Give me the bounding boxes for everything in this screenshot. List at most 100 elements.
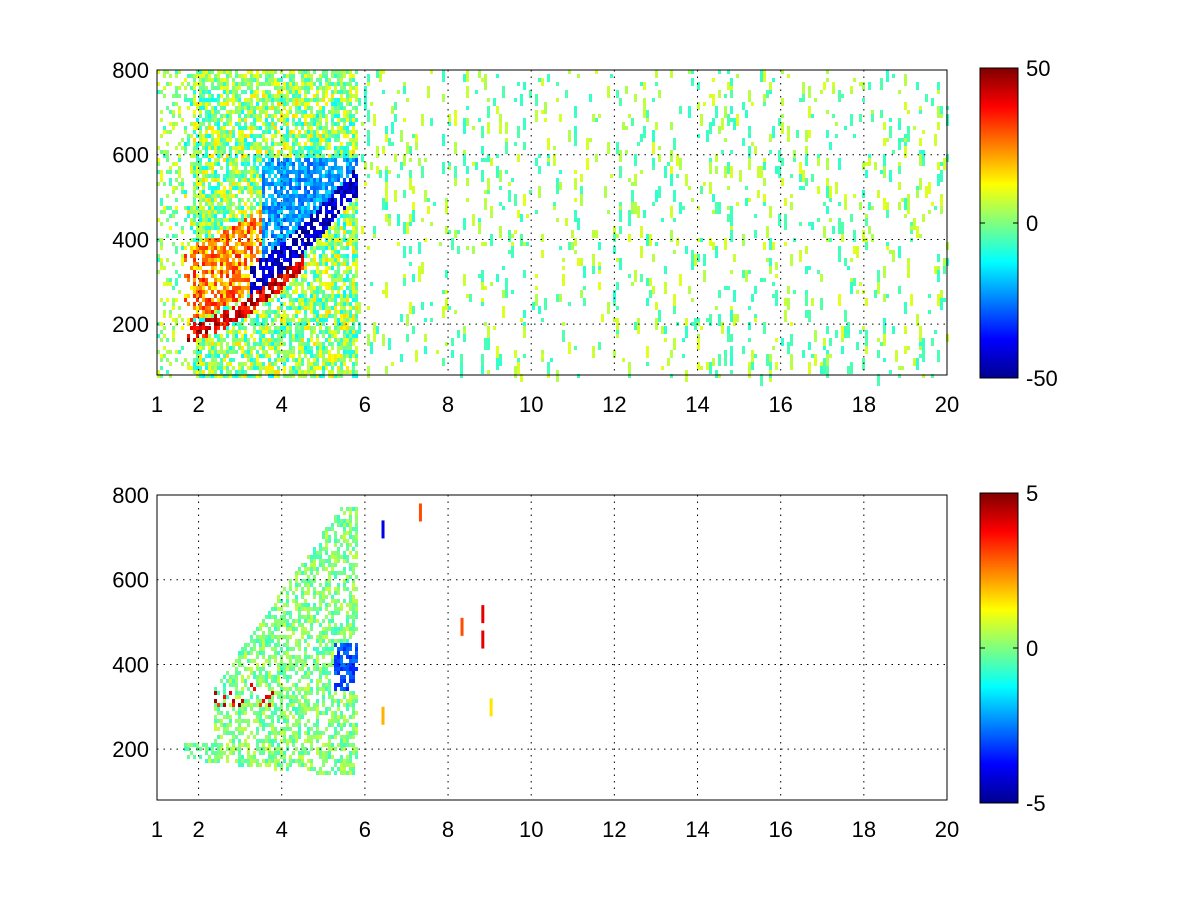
heat-cell bbox=[487, 338, 490, 350]
heat-cell bbox=[199, 94, 202, 98]
heat-cell bbox=[319, 158, 322, 162]
heat-cell bbox=[262, 322, 265, 326]
heat-cell bbox=[313, 178, 316, 182]
heat-cell bbox=[424, 346, 427, 354]
heat-cell bbox=[304, 118, 307, 122]
heat-cell bbox=[199, 230, 202, 234]
heat-cell bbox=[430, 118, 433, 126]
heat-cell bbox=[265, 266, 268, 270]
heat-cell bbox=[331, 170, 334, 174]
heat-cell bbox=[337, 310, 340, 314]
heat-cell bbox=[811, 298, 814, 306]
heat-cell bbox=[268, 282, 271, 286]
heat-cell bbox=[295, 110, 298, 114]
heat-cell bbox=[166, 298, 169, 302]
heat-cell bbox=[250, 262, 253, 266]
heat-cell bbox=[919, 354, 922, 358]
heat-cell bbox=[268, 254, 271, 258]
heat-cell bbox=[352, 242, 355, 246]
heat-cell bbox=[175, 170, 178, 174]
heat-cell bbox=[349, 198, 352, 202]
heat-cell bbox=[259, 346, 262, 350]
heat-cell bbox=[244, 350, 247, 354]
heat-cell bbox=[271, 126, 274, 130]
heat-cell bbox=[271, 106, 274, 110]
heat-cell bbox=[223, 150, 226, 154]
heat-cell bbox=[193, 218, 196, 222]
heat-cell bbox=[385, 366, 388, 374]
heat-cell bbox=[232, 346, 235, 350]
heat-cell bbox=[226, 78, 229, 82]
heat-cell bbox=[172, 214, 175, 218]
heat-cell bbox=[520, 374, 523, 382]
heat-cell bbox=[283, 242, 286, 246]
heat-cell bbox=[259, 763, 262, 767]
heat-cell bbox=[259, 326, 262, 330]
heat-cell bbox=[187, 334, 190, 338]
heat-cell bbox=[322, 198, 325, 202]
heat-cell bbox=[610, 174, 613, 178]
heat-cell bbox=[325, 338, 328, 342]
heat-cell bbox=[223, 246, 226, 250]
heat-cell bbox=[304, 222, 307, 226]
heat-cell bbox=[787, 74, 790, 78]
heat-cell bbox=[316, 90, 319, 94]
heat-cell bbox=[340, 302, 343, 306]
heat-cell bbox=[163, 354, 166, 358]
heat-cell bbox=[658, 146, 661, 150]
heat-cell bbox=[280, 230, 283, 234]
heat-cell bbox=[769, 90, 772, 94]
heat-cell bbox=[325, 122, 328, 126]
heat-cell bbox=[247, 242, 250, 246]
heat-cell bbox=[823, 346, 826, 350]
heat-cell bbox=[316, 234, 319, 238]
heat-cell bbox=[322, 186, 325, 190]
heat-cell bbox=[202, 346, 205, 350]
heat-cell bbox=[487, 154, 490, 162]
heat-cell bbox=[877, 350, 880, 358]
heat-cell bbox=[292, 146, 295, 150]
heat-cell bbox=[325, 90, 328, 94]
heat-cell bbox=[352, 134, 355, 138]
heat-cell bbox=[244, 286, 247, 290]
heat-cell bbox=[313, 250, 316, 254]
heat-cell bbox=[769, 362, 772, 374]
heat-cell bbox=[157, 370, 160, 374]
heat-cell bbox=[283, 214, 286, 218]
heat-cell bbox=[205, 194, 208, 198]
heat-cell bbox=[352, 214, 355, 218]
heat-cell bbox=[565, 90, 568, 98]
heat-cell bbox=[292, 102, 295, 106]
heat-cell bbox=[931, 98, 934, 106]
heat-cell bbox=[319, 270, 322, 274]
heat-cell bbox=[193, 318, 196, 322]
heat-cell bbox=[823, 202, 826, 206]
heat-cell bbox=[292, 74, 295, 78]
heat-cell bbox=[619, 258, 622, 270]
heat-cell bbox=[346, 262, 349, 266]
heat-cell bbox=[865, 334, 868, 346]
heat-cell bbox=[319, 330, 322, 334]
heat-cell bbox=[517, 210, 520, 218]
heat-cell bbox=[244, 138, 247, 142]
heat-cell bbox=[295, 226, 298, 230]
heat-cell bbox=[262, 639, 265, 643]
heat-cell bbox=[355, 250, 358, 254]
heat-cell bbox=[415, 350, 418, 362]
heat-cell bbox=[274, 763, 277, 767]
heat-cell bbox=[754, 286, 757, 294]
heat-cell bbox=[523, 82, 526, 90]
heat-cell bbox=[205, 246, 208, 250]
heat-cell bbox=[181, 82, 184, 86]
heat-cell bbox=[331, 238, 334, 242]
heat-cell bbox=[175, 198, 178, 202]
heat-cell bbox=[286, 246, 289, 250]
heat-cell bbox=[283, 154, 286, 158]
heat-cell bbox=[286, 170, 289, 174]
heat-cell bbox=[736, 74, 739, 78]
heat-cell bbox=[238, 122, 241, 126]
heat-cell bbox=[319, 306, 322, 310]
heat-cell bbox=[274, 86, 277, 90]
heat-cell bbox=[754, 214, 757, 218]
